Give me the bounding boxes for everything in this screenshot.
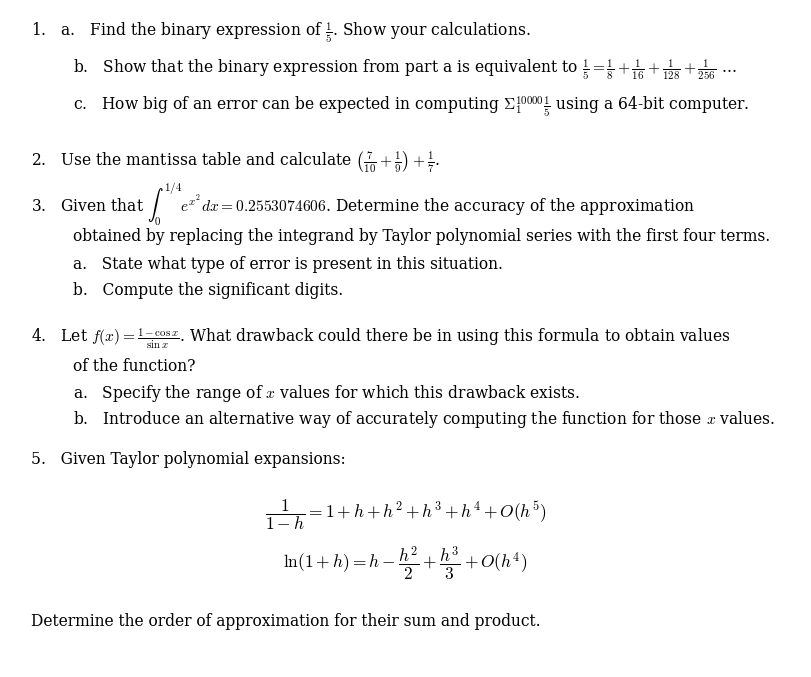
- Text: 4.   Let $f(x) = \frac{1-\cos x}{\sin x}$. What drawback could there be in using: 4. Let $f(x) = \frac{1-\cos x}{\sin x}$.…: [31, 326, 730, 351]
- Text: a.   Specify the range of $x$ values for which this drawback exists.: a. Specify the range of $x$ values for w…: [73, 383, 580, 404]
- Text: 5.   Given Taylor polynomial expansions:: 5. Given Taylor polynomial expansions:: [31, 450, 345, 468]
- Text: b.   Show that the binary expression from part a is equivalent to $\frac{1}{5} =: b. Show that the binary expression from …: [73, 58, 736, 82]
- Text: $\dfrac{1}{1-h} = 1 + h + h^2 + h^3 + h^4 + O(h^5)$: $\dfrac{1}{1-h} = 1 + h + h^2 + h^3 + h^…: [265, 498, 546, 531]
- Text: 3.   Given that $\int_0^{1/4} e^{x^2}dx = 0.2553074606$. Determine the accuracy : 3. Given that $\int_0^{1/4} e^{x^2}dx = …: [31, 182, 695, 228]
- Text: obtained by replacing the integrand by Taylor polynomial series with the first f: obtained by replacing the integrand by T…: [73, 227, 770, 245]
- Text: c.   How big of an error can be expected in computing $\Sigma_1^{10000}\frac{1}{: c. How big of an error can be expected i…: [73, 95, 749, 119]
- Text: a.   State what type of error is present in this situation.: a. State what type of error is present i…: [73, 255, 503, 273]
- Text: of the function?: of the function?: [73, 358, 195, 376]
- Text: Determine the order of approximation for their sum and product.: Determine the order of approximation for…: [31, 613, 540, 630]
- Text: 2.   Use the mantissa table and calculate $\left(\frac{7}{10} + \frac{1}{9}\righ: 2. Use the mantissa table and calculate …: [31, 149, 440, 173]
- Text: b.   Compute the significant digits.: b. Compute the significant digits.: [73, 282, 343, 299]
- Text: b.   Introduce an alternative way of accurately computing the function for those: b. Introduce an alternative way of accur…: [73, 409, 775, 431]
- Text: 1.   a.   Find the binary expression of $\frac{1}{5}$. Show your calculations.: 1. a. Find the binary expression of $\fr…: [31, 20, 530, 45]
- Text: $\ln(1+h) = h - \dfrac{h^2}{2} + \dfrac{h^3}{3} + O(h^4)$: $\ln(1+h) = h - \dfrac{h^2}{2} + \dfrac{…: [283, 544, 528, 582]
